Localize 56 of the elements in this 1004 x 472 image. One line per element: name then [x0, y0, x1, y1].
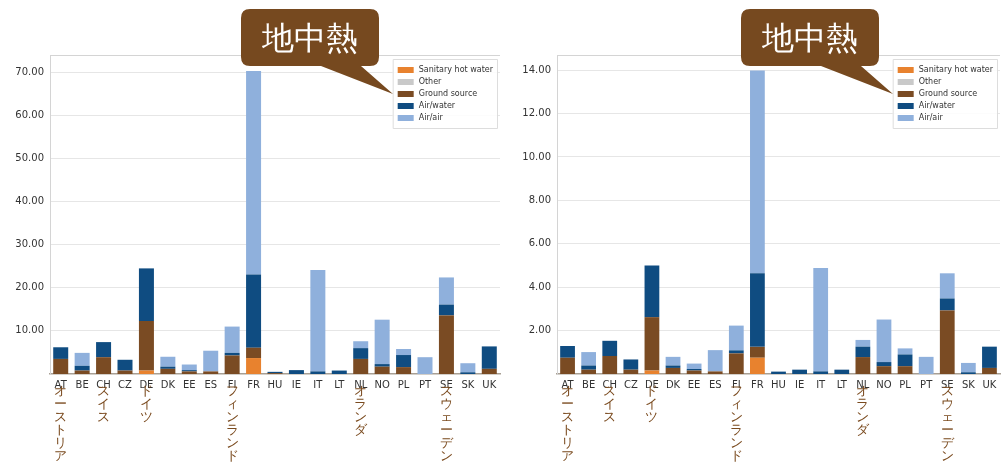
x-tick-label: LT [334, 378, 346, 390]
x-tick-label: NO [876, 378, 892, 390]
x-tick-label: BE [75, 378, 89, 390]
x-tick-label: IT [816, 378, 827, 390]
x-tick-label: IE [291, 378, 302, 390]
x-tick-label: HU [771, 378, 786, 390]
x-tick-label: CZ [623, 378, 638, 390]
legend-label: Sanitary hot water [418, 65, 494, 75]
y-tick-label: 4.00 [528, 280, 551, 292]
x-tick-label: ES [204, 378, 218, 390]
x-tick-label: PL [899, 378, 912, 390]
x-tick-label: SK [961, 378, 976, 390]
x-tick-label: PT [418, 378, 432, 390]
x-tick-label: LT [836, 378, 848, 390]
y-tick-label: 60.00 [15, 108, 44, 120]
x-tick-label: EE [182, 378, 196, 390]
y-tick-label: 10.00 [15, 324, 44, 336]
legend-label: Other [418, 77, 443, 87]
x-tick-label: FR [751, 378, 764, 390]
x-tick-label: UK [982, 378, 997, 390]
x-tick-label: FR [247, 378, 260, 390]
y-tick-label: 14.00 [522, 63, 551, 75]
annotation: 地中熱 [761, 18, 858, 57]
x-tick-label: HU [267, 378, 283, 390]
x-tick-label: ES [708, 378, 722, 390]
legend-label: Sanitary hot water [918, 65, 994, 75]
y-tick-label: 12.00 [522, 107, 551, 119]
x-tick-label: CZ [118, 378, 133, 390]
x-tick-label: SK [461, 378, 475, 390]
x-tick-label: UK [482, 378, 497, 390]
x-tick-label: IT [313, 378, 324, 390]
y-tick-label: 70.00 [15, 65, 44, 77]
y-tick-label: 50.00 [15, 152, 44, 164]
x-tick-label: PL [397, 378, 410, 390]
x-tick-label: IE [794, 378, 805, 390]
y-tick-label: 40.00 [15, 195, 44, 207]
y-tick-label: 30.00 [15, 238, 44, 250]
y-tick-label: 8.00 [528, 193, 551, 205]
legend-label: Air/air [918, 113, 944, 123]
x-tick-label: DK [160, 378, 176, 390]
annotation: 地中熱 [261, 18, 358, 57]
legend-label: Air/air [418, 113, 444, 123]
x-tick-label: EE [687, 378, 701, 390]
x-tick-label: BE [582, 378, 596, 390]
x-tick-label: DK [665, 378, 681, 390]
y-tick-label: 2.00 [528, 324, 551, 336]
legend-label: Other [918, 77, 943, 87]
x-tick-label: NO [374, 378, 390, 390]
legend-label: Air/water [418, 101, 456, 111]
legend-label: Ground source [418, 89, 478, 99]
y-tick-label: 10.00 [522, 150, 551, 162]
y-tick-label: 20.00 [15, 281, 44, 293]
legend-label: Ground source [918, 89, 978, 99]
x-tick-label: PT [920, 378, 934, 390]
y-tick-label: 6.00 [528, 237, 551, 249]
legend-label: Air/water [918, 101, 956, 111]
